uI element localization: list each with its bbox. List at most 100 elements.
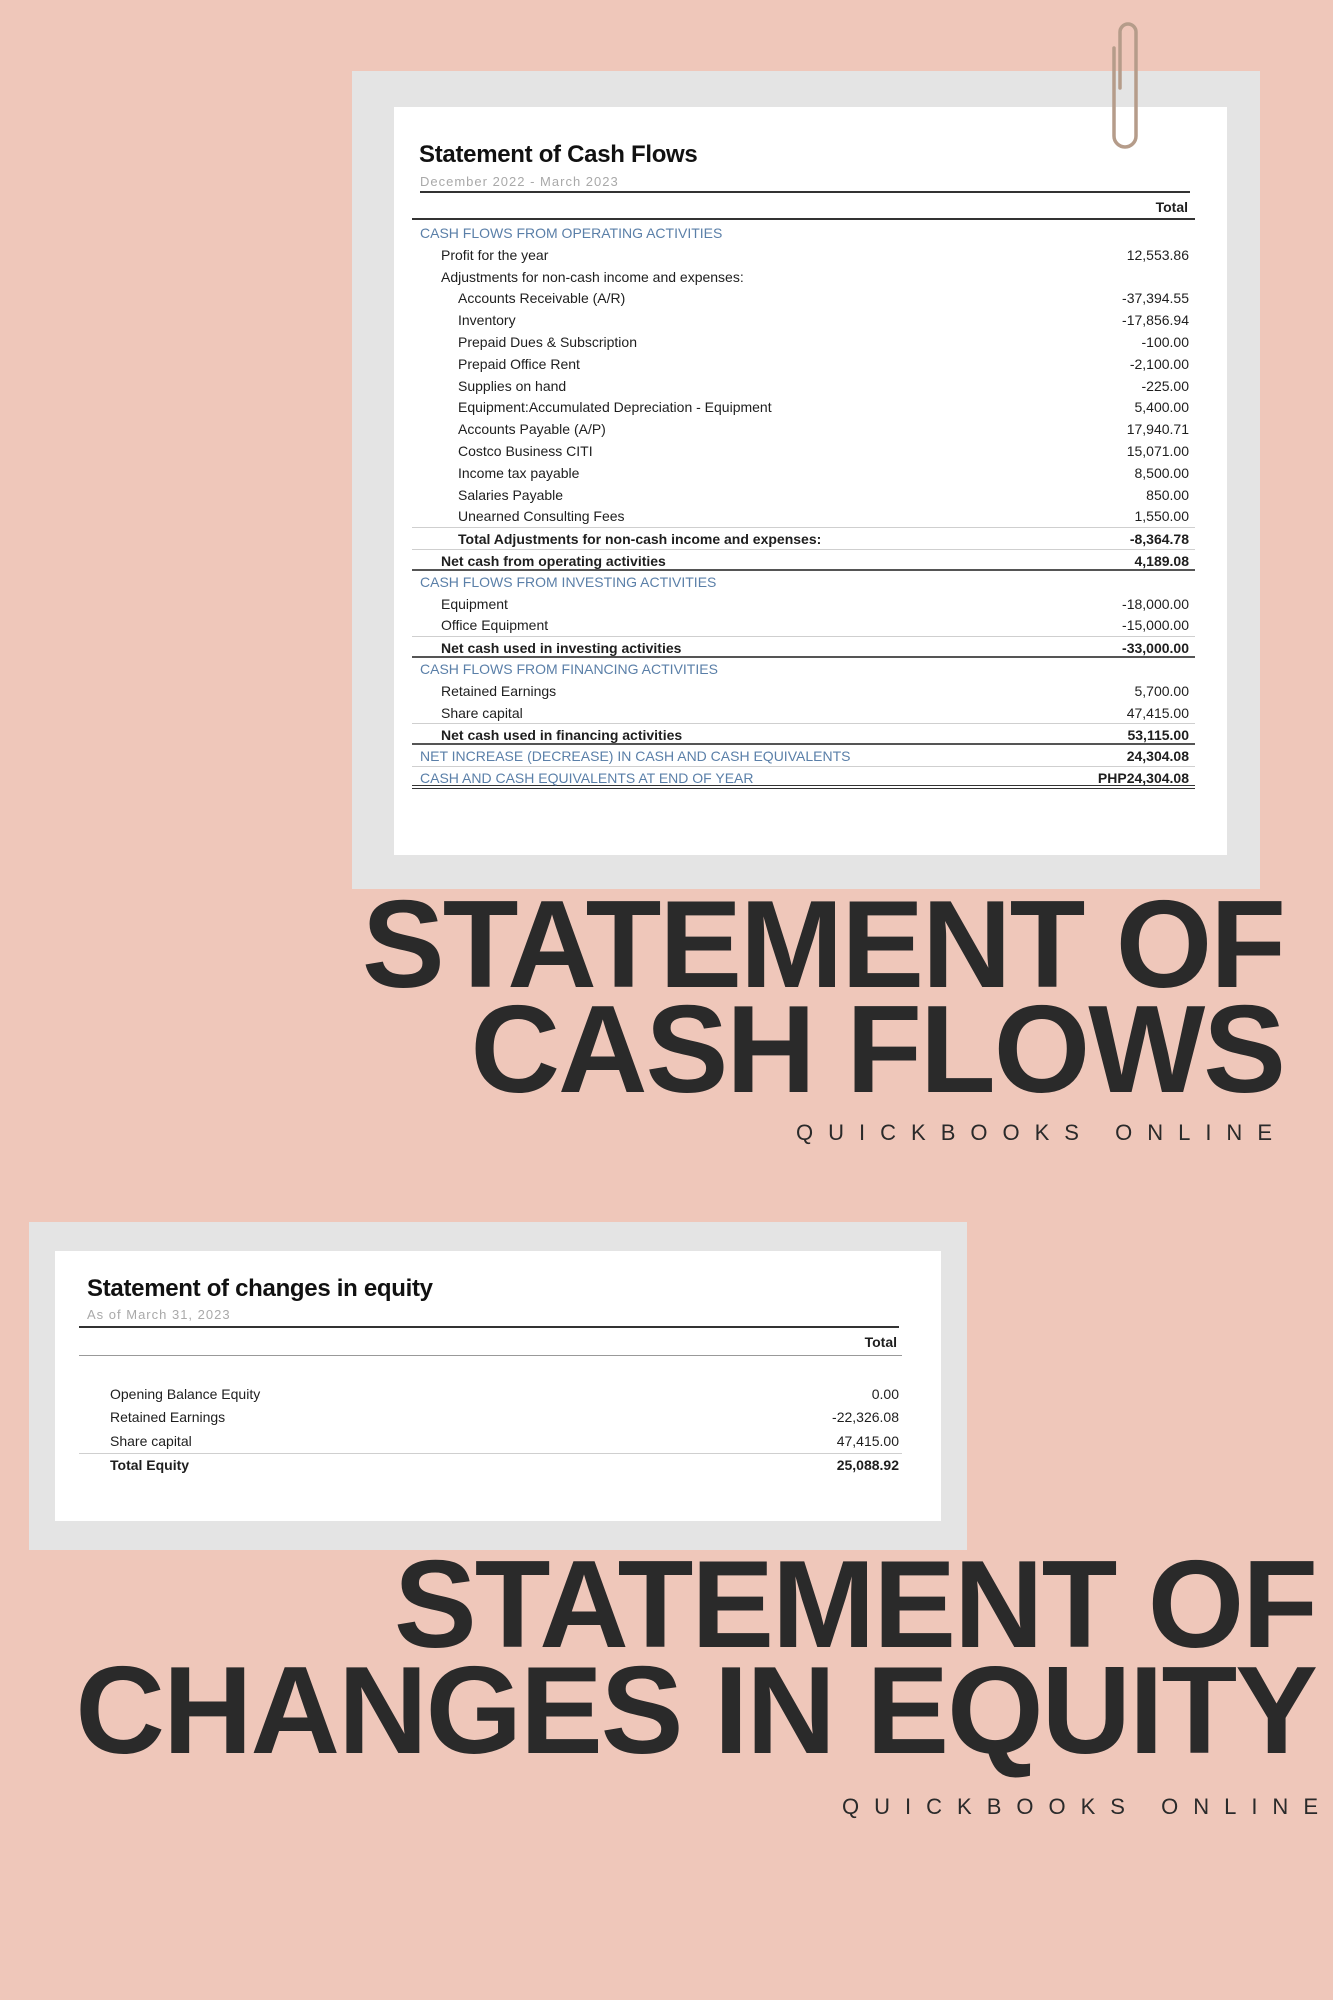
section-heading: CASH FLOWS FROM INVESTING ACTIVITIES [412,571,1195,593]
row-label: Net cash from operating activities [441,553,666,569]
headline-equity-line2: CHANGES IN EQUITY [75,1642,1318,1780]
row-value: -225.00 [1141,377,1189,394]
row-label: Adjustments for non-cash income and expe… [441,268,744,285]
column-header-total: Total [1155,199,1188,215]
row-label: Equipment:Accumulated Depreciation - Equ… [458,399,772,416]
table-row: Opening Balance Equity 0.00 [79,1383,902,1405]
divider [420,191,1190,193]
table-row: Supplies on hand -225.00 [412,375,1195,397]
row-label: Opening Balance Equity [110,1386,261,1402]
row-value: -37,394.55 [1122,290,1189,307]
total-row: Net cash used in financing activities 53,… [412,723,1195,746]
row-value: 15,071.00 [1126,443,1189,459]
table-row: Share capital 47,415.00 [412,702,1195,724]
row-value: -33,000.00 [1122,640,1189,657]
row-label: Total Equity [110,1456,190,1473]
total-row: Net cash used in investing activities -33… [412,636,1195,659]
table-row: Costco Business CITI 15,071.00 [412,440,1195,462]
table-row: Office Equipment -15,000.00 [412,614,1195,636]
row-label: Supplies on hand [458,377,567,394]
row-value: 5,400.00 [1134,399,1190,416]
row-label: Net cash used in financing activities [441,727,683,744]
row-value: 24,304.08 [1126,748,1189,765]
headline-cash-flows-sub: QUICKBOOKS ONLINE [796,1120,1287,1145]
row-label: NET INCREASE (DECREASE) IN CASH AND CASH… [420,748,851,765]
row-value: 47,415.00 [836,1432,899,1449]
report-title: Statement of Cash Flows [419,141,698,168]
total-row: Total Adjustments for non-cash income an… [412,527,1195,549]
row-label: Prepaid Dues & Subscription [458,334,637,350]
row-label: Accounts Payable (A/P) [458,421,606,438]
report-period: As of March 31, 2023 [87,1307,231,1322]
row-value: PHP24,304.08 [1097,770,1189,786]
row-label: Costco Business CITI [458,443,593,459]
equity-report: Statement of changes in equity As of Mar… [55,1251,941,1521]
section-heading: CASH FLOWS FROM OPERATING ACTIVITIES [412,222,1195,244]
table-row: Retained Earnings -22,326.08 [79,1406,902,1428]
row-label: Salaries Payable [458,486,564,503]
total-row: Total Equity 25,088.92 [79,1452,902,1475]
report-title: Statement of changes in equity [87,1275,433,1302]
table-row: Prepaid Office Rent -2,100.00 [412,353,1195,375]
divider [79,1355,902,1356]
row-label: Net cash used in investing activities [441,640,682,657]
table-row: Equipment -18,000.00 [412,593,1195,615]
row-label: Prepaid Office Rent [458,355,580,372]
row-value: 4,189.08 [1134,553,1190,569]
row-label: CASH FLOWS FROM FINANCING ACTIVITIES [420,661,718,677]
row-value: -2,100.00 [1129,355,1189,372]
row-label: Total Adjustments for non-cash income an… [458,531,822,548]
divider [412,218,1195,220]
row-value: 12,553.86 [1126,246,1189,263]
headline-equity-sub: QUICKBOOKS ONLINE [842,1794,1333,1819]
table-row: Retained Earnings 5,700.00 [412,680,1195,702]
table-row: Accounts Receivable (A/R) -37,394.55 [412,287,1195,309]
table-row: Profit for the year 12,553.86 [412,244,1195,266]
total-row: CASH AND CASH EQUIVALENTS AT END OF YEAR… [412,767,1195,789]
row-value: 5,700.00 [1134,682,1190,699]
column-header-total: Total [864,1334,897,1350]
row-value: -8,364.78 [1129,531,1189,548]
row-value: 1,550.00 [1134,508,1190,525]
row-label: Profit for the year [441,246,549,263]
row-value: 47,415.00 [1126,704,1189,721]
row-value: 25,088.92 [836,1456,899,1473]
paperclip-icon [1112,22,1138,149]
row-value: -15,000.00 [1122,617,1189,634]
row-label: Retained Earnings [110,1409,226,1426]
row-label: Share capital [110,1432,192,1449]
row-value: -18,000.00 [1122,595,1189,612]
row-label: Inventory [458,312,516,329]
row-label: Income tax payable [458,464,580,481]
row-label: Share capital [441,704,523,721]
table-row: Adjustments for non-cash income and expe… [412,266,1195,288]
row-value: 8,500.00 [1134,464,1190,481]
divider [79,1326,899,1328]
headline-cash-flows-line1: STATEMENT OF [362,876,1286,1014]
table-row: Income tax payable 8,500.00 [412,462,1195,484]
report-period: December 2022 - March 2023 [420,174,619,189]
row-label: Equipment [441,595,508,612]
row-value: -22,326.08 [832,1409,899,1426]
row-value: 0.00 [871,1386,899,1402]
row-value: -17,856.94 [1122,312,1189,329]
cash-flow-report: Statement of Cash Flows December 2022 - … [394,107,1227,855]
row-label: CASH FLOWS FROM OPERATING ACTIVITIES [420,225,723,241]
table-row: Share capital 47,415.00 [79,1430,902,1452]
row-label: Retained Earnings [441,682,557,699]
row-label: Unearned Consulting Fees [458,508,625,525]
table-row: Accounts Payable (A/P) 17,940.71 [412,418,1195,440]
table-row: Equipment:Accumulated Depreciation - Equ… [412,396,1195,418]
row-label: Accounts Receivable (A/R) [458,290,626,307]
total-row: Net cash from operating activities 4,189.… [412,549,1195,571]
headline-equity-line1: STATEMENT OF [394,1536,1318,1674]
table-row: Salaries Payable 850.00 [412,484,1195,506]
section-heading: CASH FLOWS FROM FINANCING ACTIVITIES [412,658,1195,680]
row-label: CASH AND CASH EQUIVALENTS AT END OF YEAR [420,770,754,786]
table-row: Prepaid Dues & Subscription -100.00 [412,331,1195,353]
table-row: Inventory -17,856.94 [412,309,1195,331]
row-value: 53,115.00 [1127,727,1189,744]
row-value: 850.00 [1146,486,1189,503]
row-label: Office Equipment [441,617,549,634]
total-row: NET INCREASE (DECREASE) IN CASH AND CASH… [412,745,1195,768]
